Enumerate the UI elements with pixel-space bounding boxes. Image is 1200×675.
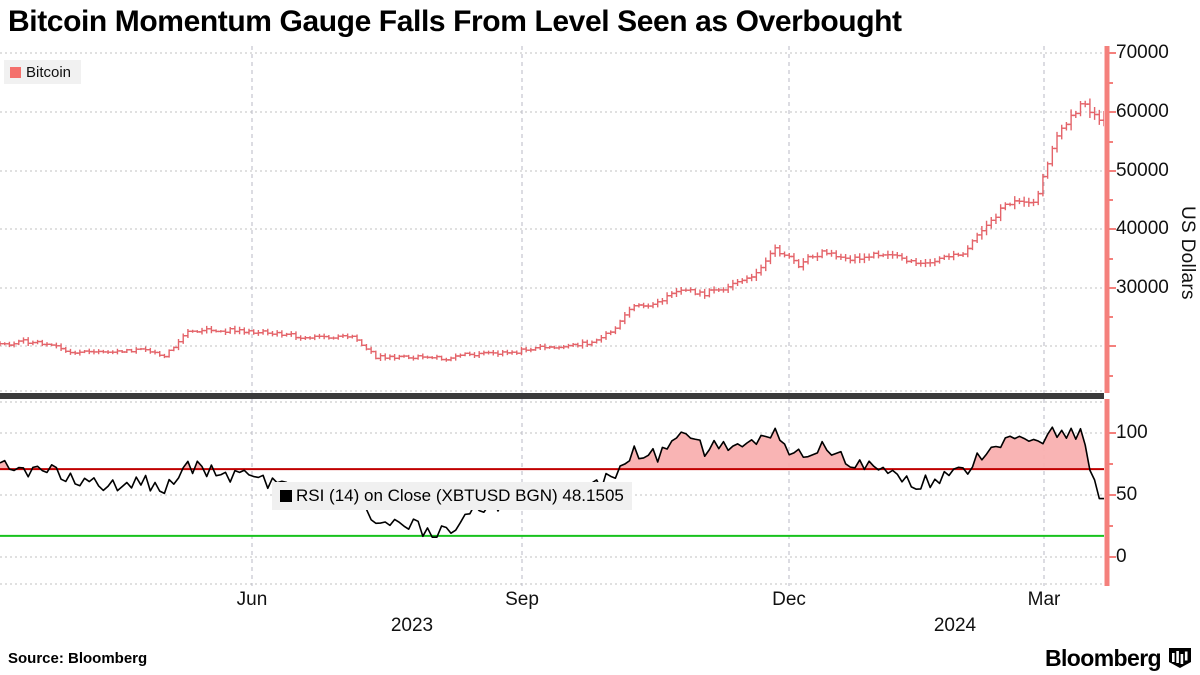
price-chart-svg (0, 46, 1104, 393)
rsi-chart-panel (0, 399, 1104, 586)
axis-spines (1104, 46, 1116, 586)
source-note: Source: Bloomberg (8, 650, 148, 667)
x-tick-dec: Dec (772, 589, 806, 610)
rsi-tick-50: 50 (1116, 484, 1138, 505)
x-tick-sep: Sep (505, 589, 539, 610)
y-tick-40000: 40000 (1116, 218, 1169, 239)
price-ohlc-bars (0, 98, 1104, 362)
rsi-annotation-swatch (280, 490, 292, 502)
panel-divider (0, 393, 1104, 399)
price-gridlines-vertical (251, 46, 1045, 393)
bloomberg-logo-icon (1169, 648, 1191, 668)
x-year-2024: 2024 (933, 615, 977, 636)
x-year-2023: 2023 (390, 615, 434, 636)
y-tick-60000: 60000 (1116, 101, 1169, 122)
right-axis: 70000 60000 50000 40000 30000 100 50 0 U… (1104, 42, 1200, 586)
x-axis: Jun Sep Dec Mar 2023 2024 (0, 586, 1104, 644)
x-tick-jun: Jun (236, 589, 268, 610)
legend-swatch-bitcoin (10, 66, 21, 78)
rsi-annotation: RSI (14) on Close (XBTUSD BGN) 48.1505 (272, 482, 632, 510)
chart-plot-area (0, 46, 1116, 586)
rsi-gridlines-vertical (251, 399, 1045, 586)
bloomberg-wordmark: Bloomberg (1045, 645, 1162, 671)
rsi-tick-100: 100 (1116, 422, 1148, 443)
page-title: Bitcoin Momentum Gauge Falls From Level … (8, 5, 902, 38)
y-tick-50000: 50000 (1116, 160, 1169, 181)
rsi-annotation-label: RSI (14) on Close (XBTUSD BGN) 48.1505 (296, 486, 624, 505)
price-gridlines-horizontal (0, 52, 1104, 392)
y-tick-30000: 30000 (1116, 277, 1169, 298)
axis-tick-marks (1107, 52, 1116, 558)
rsi-chart-svg (0, 399, 1104, 586)
rsi-tick-0: 0 (1116, 546, 1127, 567)
y-tick-70000: 70000 (1116, 42, 1169, 63)
legend[interactable]: Bitcoin (4, 60, 82, 84)
bloomberg-brand: Bloomberg (1045, 646, 1192, 670)
rsi-overbought-fill (0, 427, 1090, 470)
price-chart-panel (0, 46, 1104, 393)
x-tick-mar: Mar (1027, 589, 1061, 610)
legend-label-bitcoin: Bitcoin (26, 63, 72, 81)
y-axis-title: US Dollars (1177, 206, 1198, 300)
